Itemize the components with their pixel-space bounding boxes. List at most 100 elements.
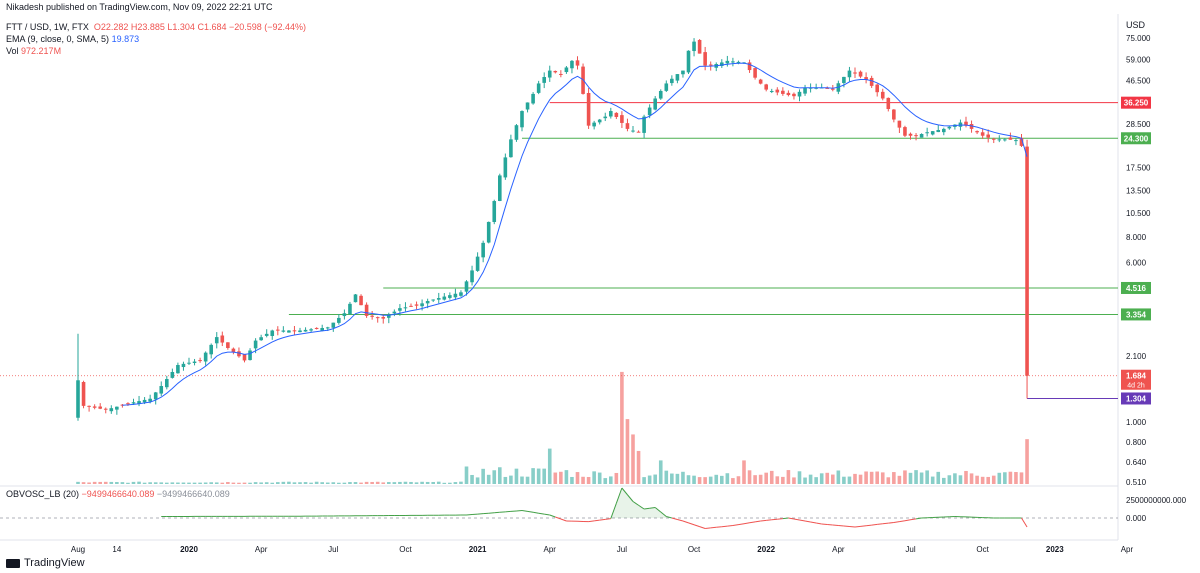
indicator-segment xyxy=(755,520,761,523)
candle-body xyxy=(325,327,330,329)
indicator-segment xyxy=(782,517,789,520)
volume-bar xyxy=(653,474,657,484)
volume-bar xyxy=(342,482,347,484)
volume-bar xyxy=(209,482,213,484)
volume-bar xyxy=(725,473,730,484)
candle-body xyxy=(170,372,175,378)
volume-bar xyxy=(991,475,996,484)
volume-bar xyxy=(115,482,119,484)
candle-body xyxy=(464,281,469,292)
volume-bar xyxy=(869,471,874,484)
candle-body xyxy=(353,294,358,303)
candle-body xyxy=(736,61,741,64)
candle-body xyxy=(681,70,685,75)
volume-bar xyxy=(292,482,297,484)
volume-bar xyxy=(553,472,558,484)
volume-bar xyxy=(753,475,757,484)
symbol-label[interactable]: FTT / USD, 1W, FTX xyxy=(6,22,89,32)
candle-body xyxy=(231,348,236,353)
last-price-tag xyxy=(1121,369,1151,390)
candle-body xyxy=(720,62,724,66)
volume-bar xyxy=(320,482,324,484)
candle-body xyxy=(980,132,985,136)
volume-bar xyxy=(825,472,830,484)
candle-body xyxy=(803,87,807,94)
volume-bar xyxy=(414,482,419,484)
candle-body xyxy=(503,157,508,178)
level-label-2: 4.516 xyxy=(1126,284,1147,293)
volume-bar xyxy=(769,470,774,484)
time-tick: Jul xyxy=(905,545,915,554)
volume-bar xyxy=(403,481,408,484)
volume-bar xyxy=(226,482,230,484)
indicator-segment xyxy=(849,526,856,528)
candle-body xyxy=(292,330,297,332)
volume-bar xyxy=(603,478,608,484)
candle-body xyxy=(986,134,990,138)
candle-body xyxy=(314,327,319,329)
ema-legend[interactable]: EMA (9, close, 0, SMA, 5) 19.873 xyxy=(6,34,139,44)
indicator-segment xyxy=(705,527,711,529)
candle-body xyxy=(131,402,136,404)
candle-body xyxy=(375,317,380,319)
candle-body xyxy=(697,39,702,54)
volume-bar xyxy=(786,470,791,484)
time-tick: Apr xyxy=(832,545,845,554)
volume-bar xyxy=(803,477,807,484)
candle-body xyxy=(331,322,336,328)
candle-body xyxy=(270,330,275,337)
volume-bar xyxy=(442,482,447,484)
volume-bar xyxy=(686,475,691,484)
candle-body xyxy=(109,408,114,412)
time-tick: Oct xyxy=(688,545,701,554)
indicator-segment xyxy=(821,523,828,525)
candle-body xyxy=(442,296,447,300)
volume-bar xyxy=(864,471,868,484)
volume-bar xyxy=(908,472,913,484)
level-label-1: 24.300 xyxy=(1124,134,1149,143)
volume-bar xyxy=(975,475,979,484)
candle-body xyxy=(242,354,247,361)
volume-bar xyxy=(836,470,841,484)
published-note: Nikadesh published on TradingView.com, N… xyxy=(6,2,273,12)
volume-bar xyxy=(681,471,685,484)
candle-body xyxy=(858,71,863,77)
candle-body xyxy=(942,128,946,133)
volume-legend[interactable]: Vol 972.217M xyxy=(6,46,61,56)
volume-bar xyxy=(498,467,502,484)
candle-body xyxy=(342,313,347,317)
candle-body xyxy=(481,242,485,258)
volume-bar xyxy=(792,477,796,484)
volume-bar xyxy=(1025,439,1029,484)
candle-body xyxy=(514,125,519,140)
price-tick: 8.000 xyxy=(1126,233,1147,242)
candle-body xyxy=(264,333,269,336)
candle-body xyxy=(303,329,308,332)
level-tag-0 xyxy=(1121,96,1151,109)
candle-body xyxy=(753,68,757,78)
indicator-segment xyxy=(632,501,639,506)
candle-body xyxy=(786,92,791,96)
candle-body xyxy=(298,330,302,333)
indicator-value1: −9499466640.089 xyxy=(81,489,155,499)
indicator-segment xyxy=(816,522,822,525)
candle-body xyxy=(153,392,158,400)
volume-bar xyxy=(503,476,508,484)
volume-bar xyxy=(675,473,680,484)
indicator-segment xyxy=(743,522,750,525)
volume-bar xyxy=(364,481,369,484)
candle-body xyxy=(142,399,147,403)
candle-body xyxy=(969,124,974,129)
volume-bar xyxy=(614,472,619,484)
volume-bar xyxy=(764,472,768,484)
indicator-segment xyxy=(671,517,678,520)
volume-bar xyxy=(531,468,535,484)
indicator-legend[interactable]: OBVOSC_LB (20) −9499466640.089 −94994666… xyxy=(6,489,230,499)
candle-body xyxy=(1003,139,1007,141)
candle-body xyxy=(614,112,619,117)
price-tick: 17.500 xyxy=(1126,163,1151,172)
volume-bar xyxy=(536,468,541,484)
volume-bar xyxy=(126,482,130,484)
tradingview-logo[interactable]: TradingView xyxy=(6,557,85,569)
